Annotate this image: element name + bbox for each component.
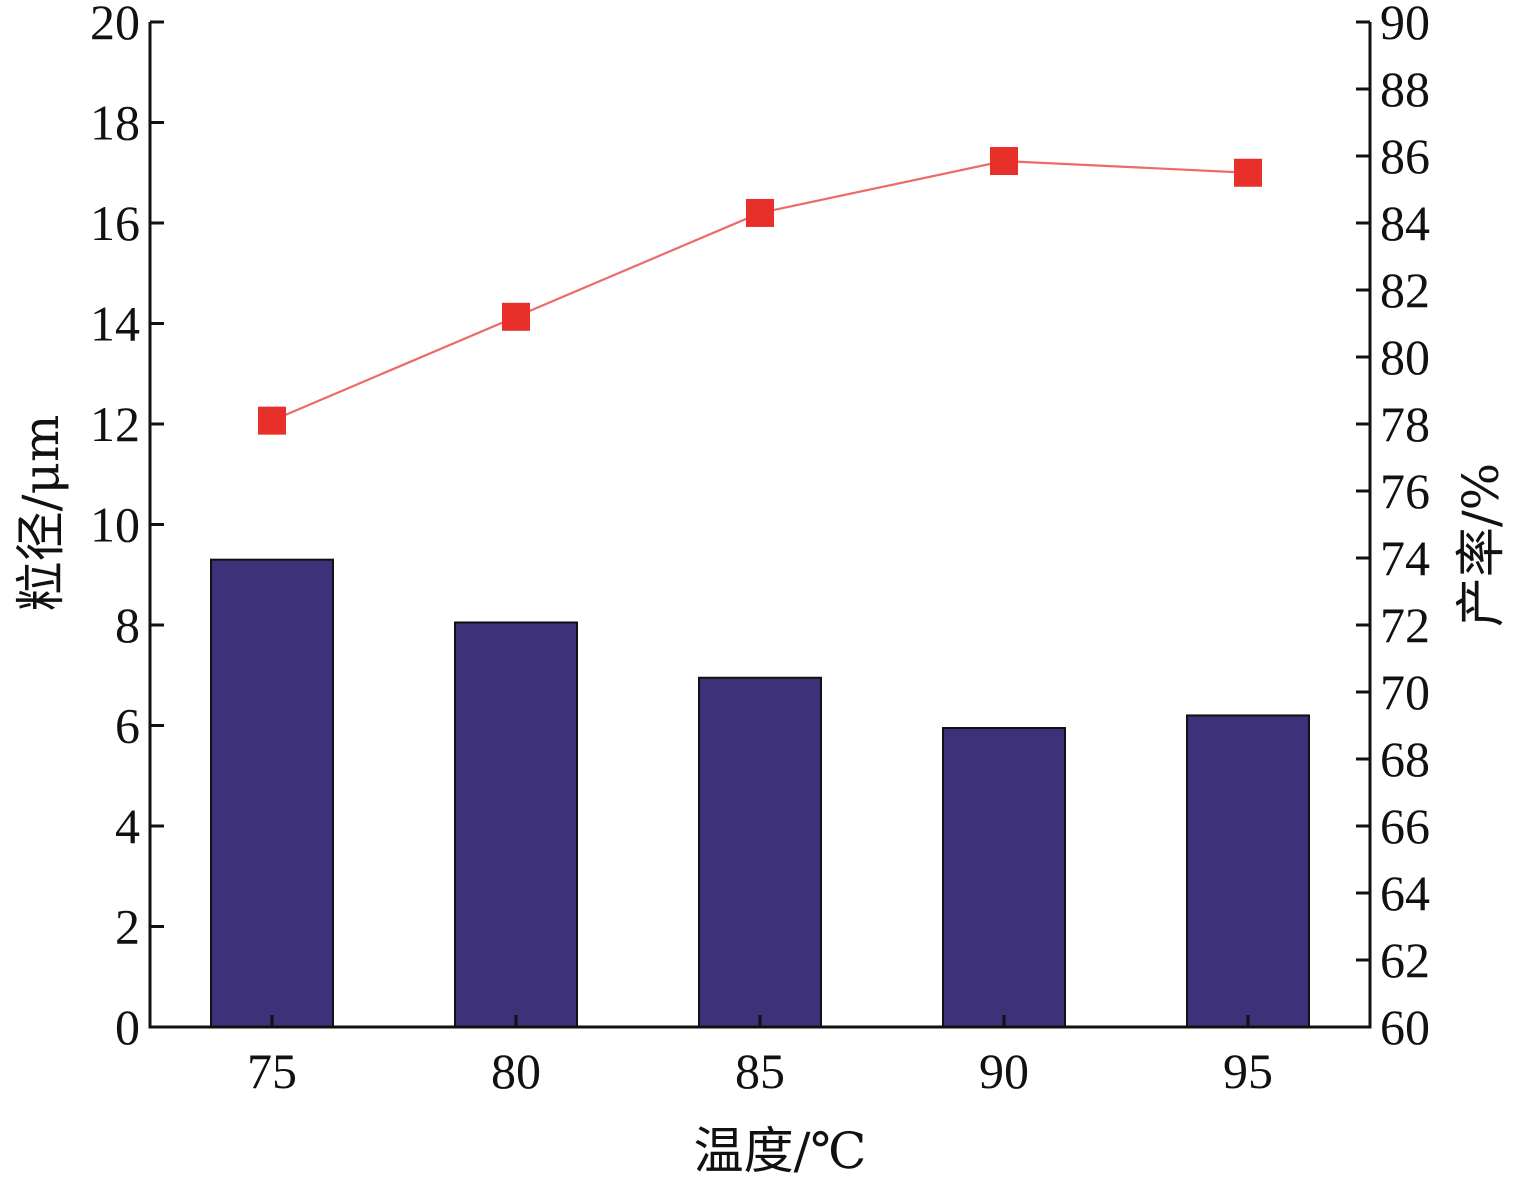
right-tick-label: 88 — [1380, 61, 1430, 117]
bar-90 — [942, 727, 1066, 1028]
right-tick-label: 82 — [1380, 262, 1430, 318]
right-tick-label: 64 — [1380, 865, 1430, 921]
left-tick-label: 14 — [90, 296, 140, 352]
x-tick-label: 80 — [491, 1043, 541, 1099]
x-axis-title: 温度/℃ — [694, 1122, 867, 1180]
right-tick-label: 80 — [1380, 329, 1430, 385]
left-tick-label: 10 — [90, 497, 140, 553]
left-tick-label: 16 — [90, 195, 140, 251]
bar-75 — [210, 558, 334, 1028]
x-tick-label: 85 — [735, 1043, 785, 1099]
left-tick-label: 0 — [115, 999, 140, 1055]
x-axis-ticks: 75 80 85 90 95 — [247, 1015, 1273, 1099]
left-axis-title: 粒径/μm — [12, 415, 70, 612]
yield-point-75 — [258, 406, 286, 435]
right-tick-label: 60 — [1380, 999, 1430, 1055]
left-tick-label: 2 — [115, 899, 140, 955]
yield-point-95 — [1234, 158, 1262, 187]
left-tick-label: 4 — [115, 798, 140, 854]
left-tick-label: 6 — [115, 698, 140, 754]
yield-point-90 — [990, 147, 1018, 176]
bar-95 — [1186, 714, 1310, 1028]
right-tick-label: 86 — [1380, 128, 1430, 184]
right-tick-label: 78 — [1380, 396, 1430, 452]
x-tick-label: 90 — [979, 1043, 1029, 1099]
bars — [210, 558, 1310, 1028]
bar-80 — [454, 621, 578, 1028]
left-tick-label: 20 — [90, 0, 140, 50]
left-tick-label: 18 — [90, 95, 140, 151]
yield-line-series — [258, 147, 1262, 435]
right-tick-label: 68 — [1380, 731, 1430, 787]
bar-85 — [698, 676, 822, 1028]
left-tick-label: 8 — [115, 597, 140, 653]
right-tick-label: 72 — [1380, 597, 1430, 653]
left-tick-label: 12 — [90, 396, 140, 452]
right-tick-label: 66 — [1380, 798, 1430, 854]
x-tick-label: 95 — [1223, 1043, 1273, 1099]
right-tick-label: 84 — [1380, 195, 1430, 251]
right-tick-label: 76 — [1380, 463, 1430, 519]
left-axis-ticks: 0 2 4 6 8 10 12 14 16 18 20 — [90, 0, 164, 1055]
right-tick-label: 90 — [1380, 0, 1430, 50]
right-tick-label: 74 — [1380, 530, 1430, 586]
right-tick-label: 62 — [1380, 932, 1430, 988]
right-tick-label: 70 — [1380, 664, 1430, 720]
yield-point-80 — [502, 302, 530, 331]
yield-point-85 — [746, 198, 774, 227]
right-axis-title: 产率/% — [1452, 463, 1510, 627]
x-tick-label: 75 — [247, 1043, 297, 1099]
right-axis-ticks: 60 62 64 66 68 70 72 74 76 78 80 82 84 86 88 90 — [1356, 0, 1430, 1055]
